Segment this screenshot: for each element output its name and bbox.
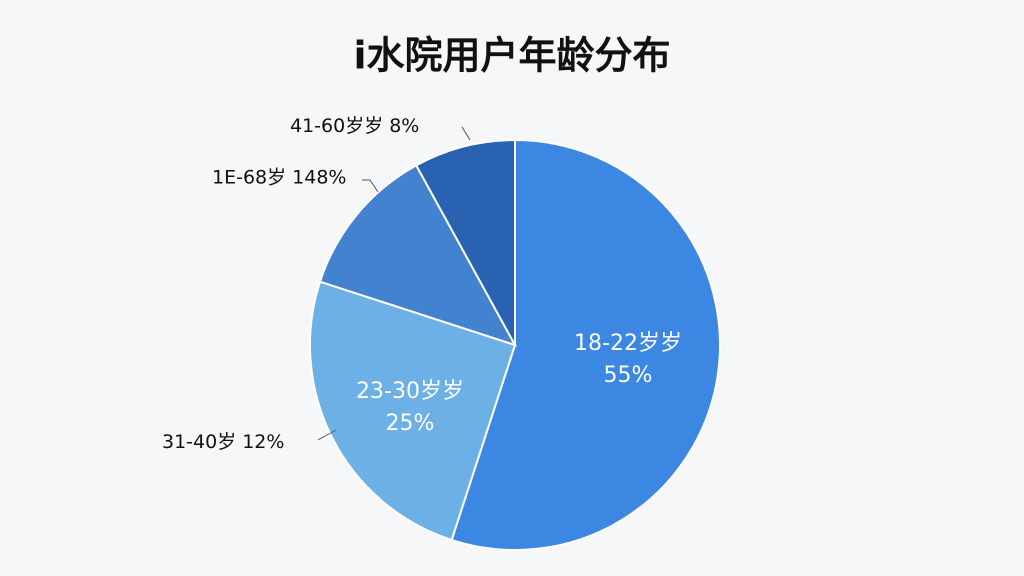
slice-label: 41-60岁岁 bbox=[290, 115, 383, 137]
slice-value-label: 12% bbox=[242, 431, 284, 453]
annotation: 1E-68岁 148% bbox=[212, 167, 347, 189]
pie-slice bbox=[414, 138, 516, 346]
slice-label: 18-22岁岁 bbox=[574, 331, 682, 356]
chart-title: i水院用户年龄分布 bbox=[353, 34, 670, 78]
slice-label: 31-40岁 bbox=[162, 431, 236, 453]
slice-label: 23-30岁岁 bbox=[356, 379, 464, 404]
leader-line bbox=[362, 179, 379, 193]
slice-value-label: 8% bbox=[389, 115, 419, 137]
pie-slice bbox=[450, 138, 721, 551]
pie-slice bbox=[309, 280, 517, 542]
slice-label-group: 31-40岁 12% bbox=[162, 431, 284, 453]
leader-line bbox=[461, 126, 471, 141]
slice-value-label: 25% bbox=[386, 411, 435, 436]
pie-slice bbox=[318, 163, 518, 347]
slice-value-label: 55% bbox=[604, 363, 653, 388]
leader-line bbox=[317, 429, 337, 441]
slice-label-group: 41-60岁岁 8% bbox=[290, 115, 419, 137]
